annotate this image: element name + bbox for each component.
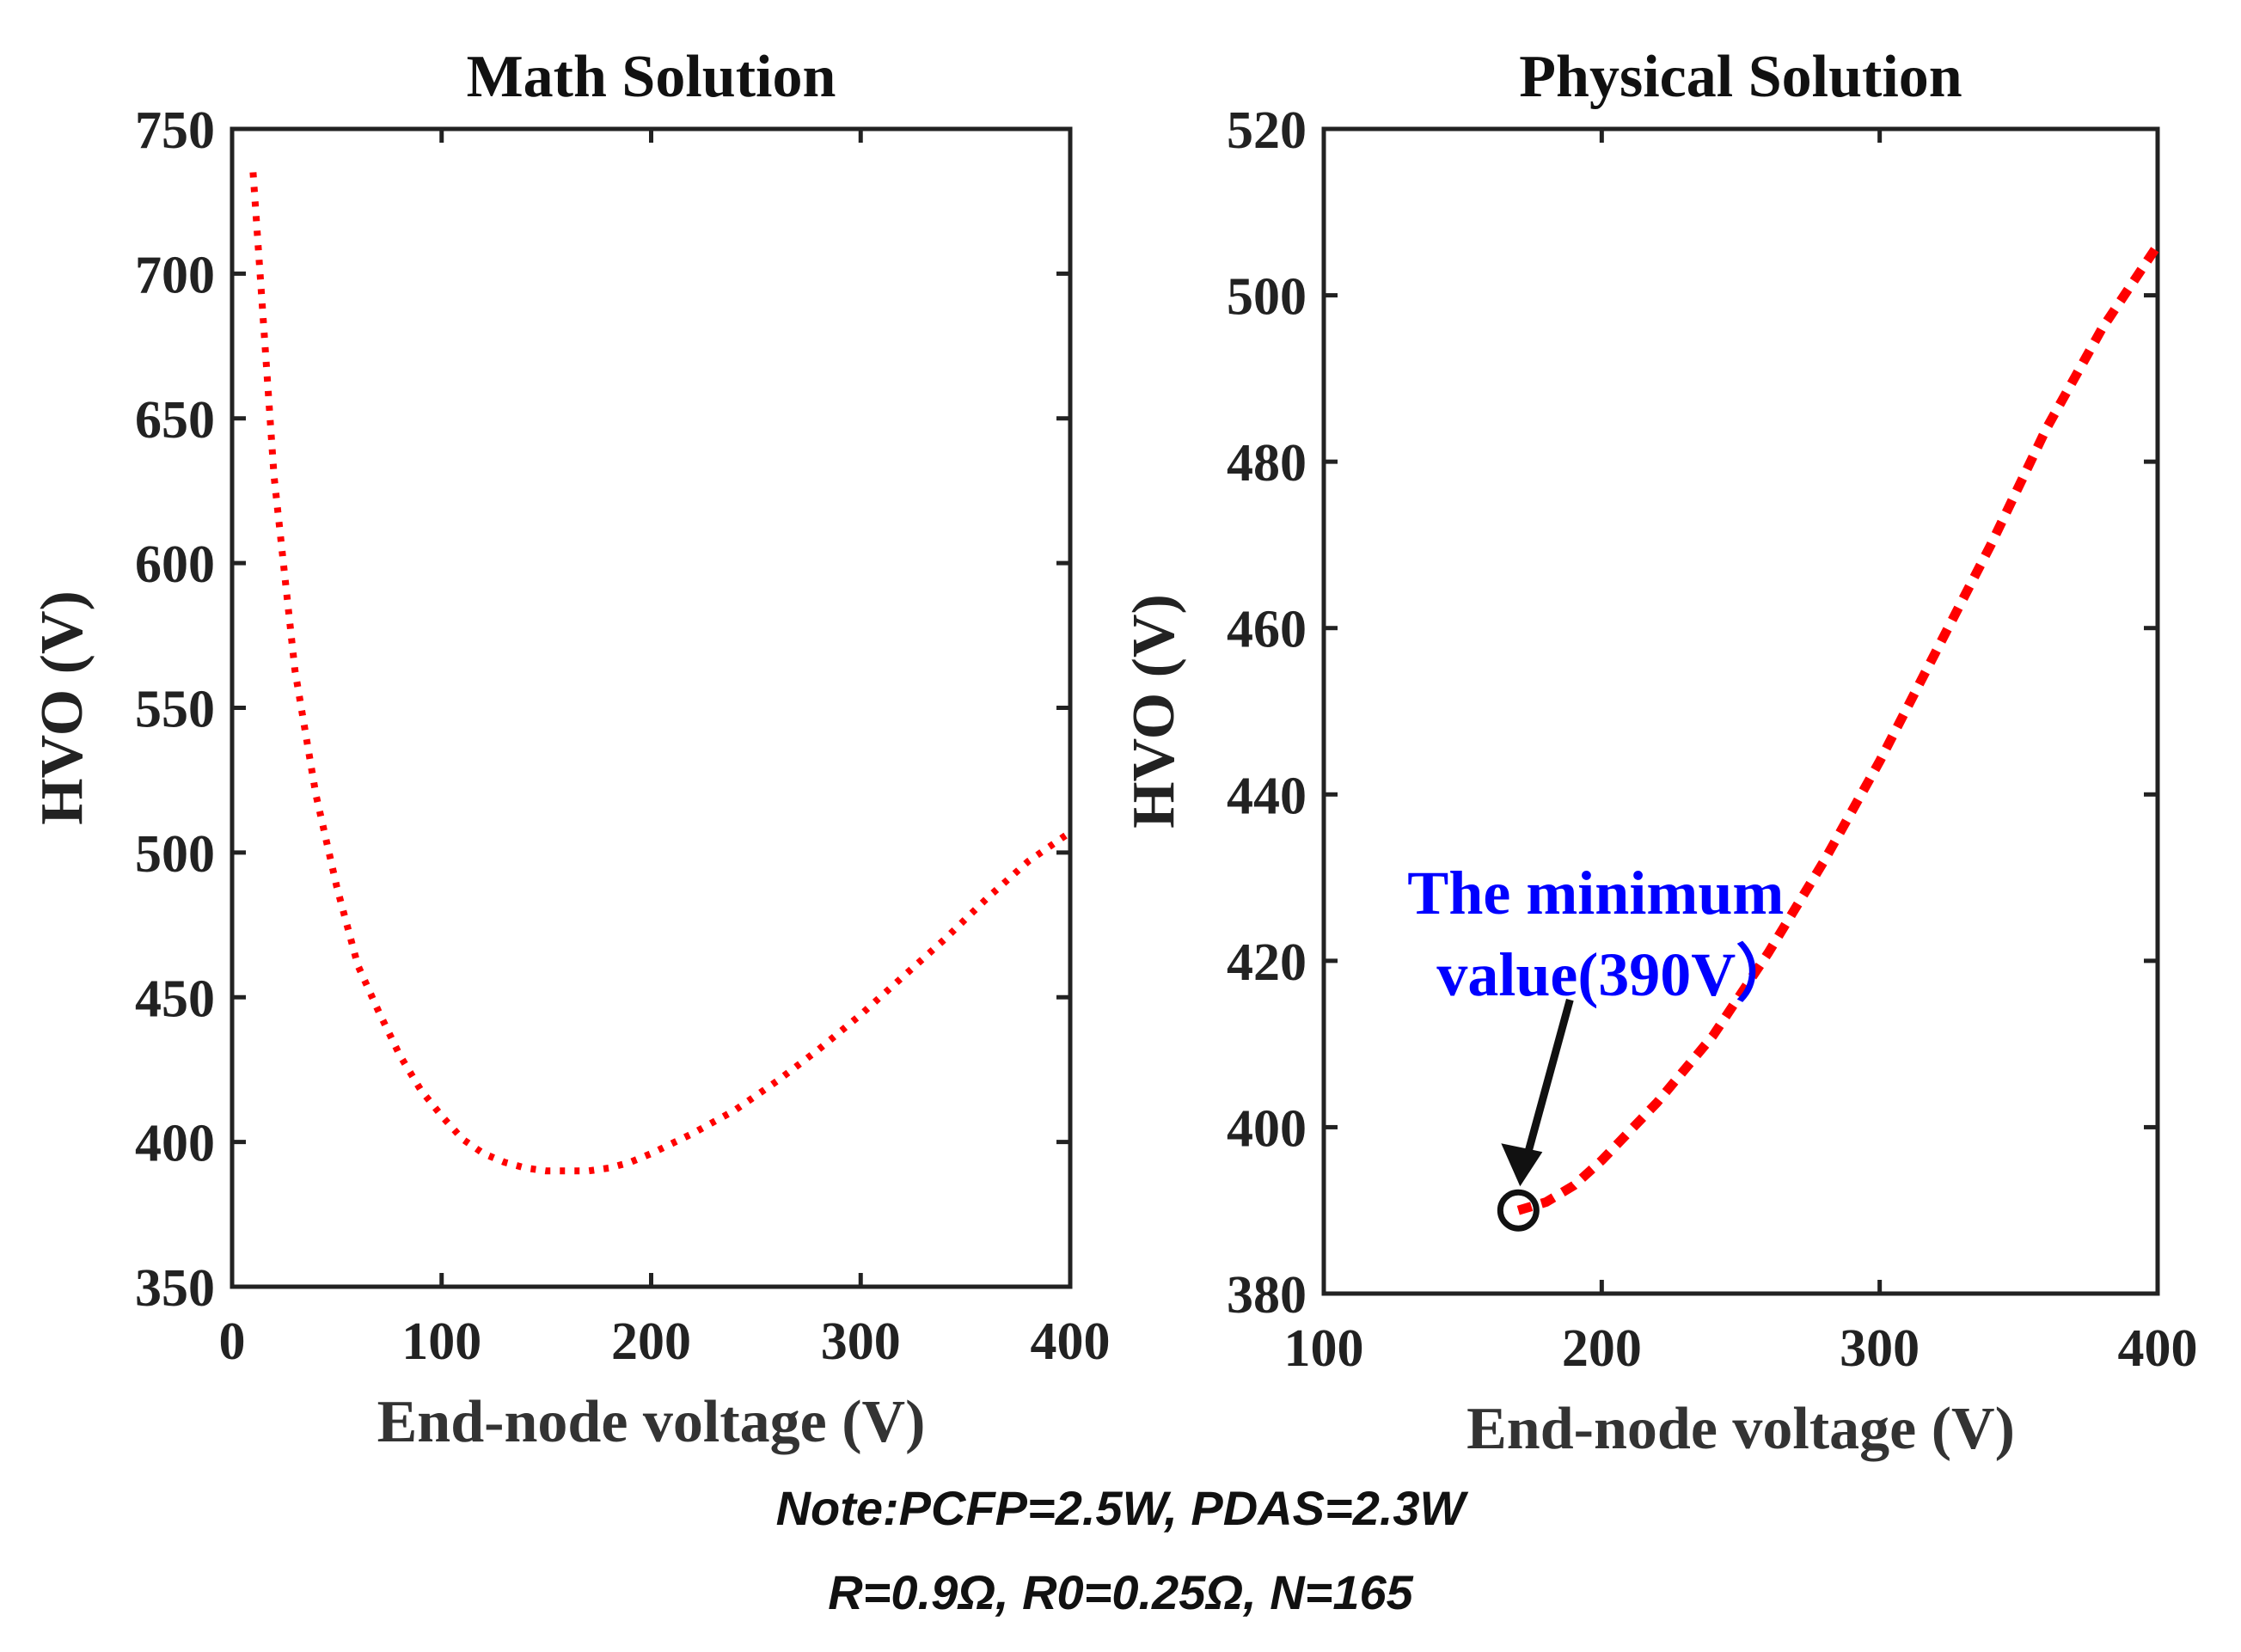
physical-y-tick-label: 500 [1227,268,1307,327]
minimum-annotation-line-1: The minimum [1407,859,1784,927]
physical-y-tick-label: 400 [1227,1099,1307,1158]
physical-series-line [1516,242,2162,1215]
math-x-tick-label: 100 [401,1312,481,1371]
minimum-arrow-head [1501,1143,1543,1187]
physical-x-tick-label: 100 [1284,1319,1364,1378]
physical-y-tick-label: 380 [1227,1266,1307,1325]
math-chart-title: Math Solution [467,44,836,110]
physical-x-axis-label: End-node voltage (V) [1466,1396,2015,1462]
physical-y-tick-label: 520 [1227,101,1307,160]
math-x-axis-label: End-node voltage (V) [377,1389,926,1455]
physical-y-tick-label: 460 [1227,601,1307,659]
math-y-tick-label: 750 [135,101,215,160]
physical-axes-box [1321,126,2160,1296]
minimum-annotation-line-2: value(390V） [1436,940,1797,1009]
minimum-arrow-shaft [1521,999,1574,1165]
physical-y-tick-label: 480 [1227,434,1307,493]
physical-x-tick-label: 400 [2118,1319,2198,1378]
minimum-marker-circle [1497,1189,1540,1232]
math-y-tick-label: 400 [135,1115,215,1173]
math-y-axis-label: HVO (V) [29,590,95,825]
math-y-tick-label: 700 [135,246,215,304]
math-x-tick-label: 300 [821,1312,901,1371]
math-y-tick-label: 500 [135,825,215,884]
note-line-1: Note:PCFP=2.5W, PDAS=2.3W [775,1481,1466,1535]
physical-y-tick-label: 420 [1227,933,1307,992]
math-series-line [249,172,1073,1175]
math-axes-box [230,126,1073,1289]
math-y-tick-label: 350 [135,1259,215,1318]
math-x-tick-label: 0 [219,1312,246,1371]
math-solution-chart: Math Solution 350 400 450 500 550 600 650 700 750… [29,44,1111,1455]
physical-x-tick-label: 300 [1840,1319,1920,1378]
physical-x-tick-label: 200 [1562,1319,1642,1378]
math-y-tick-label: 600 [135,535,215,594]
math-y-tick-label: 450 [135,970,215,1028]
physical-y-axis-label: HVO (V) [1121,594,1187,829]
physical-solution-chart: Physical Solution 380 400 420 440 460 480 500 52… [1121,44,2198,1462]
math-x-tick-label: 400 [1031,1312,1111,1371]
physical-chart-title: Physical Solution [1519,44,1962,110]
physical-y-tick-label: 440 [1227,767,1307,825]
math-y-tick-label: 650 [135,391,215,450]
math-y-tick-label: 550 [135,681,215,739]
math-x-tick-label: 200 [611,1312,691,1371]
note-line-2: R=0.9Ω, R0=0.25Ω, N=165 [828,1565,1413,1619]
